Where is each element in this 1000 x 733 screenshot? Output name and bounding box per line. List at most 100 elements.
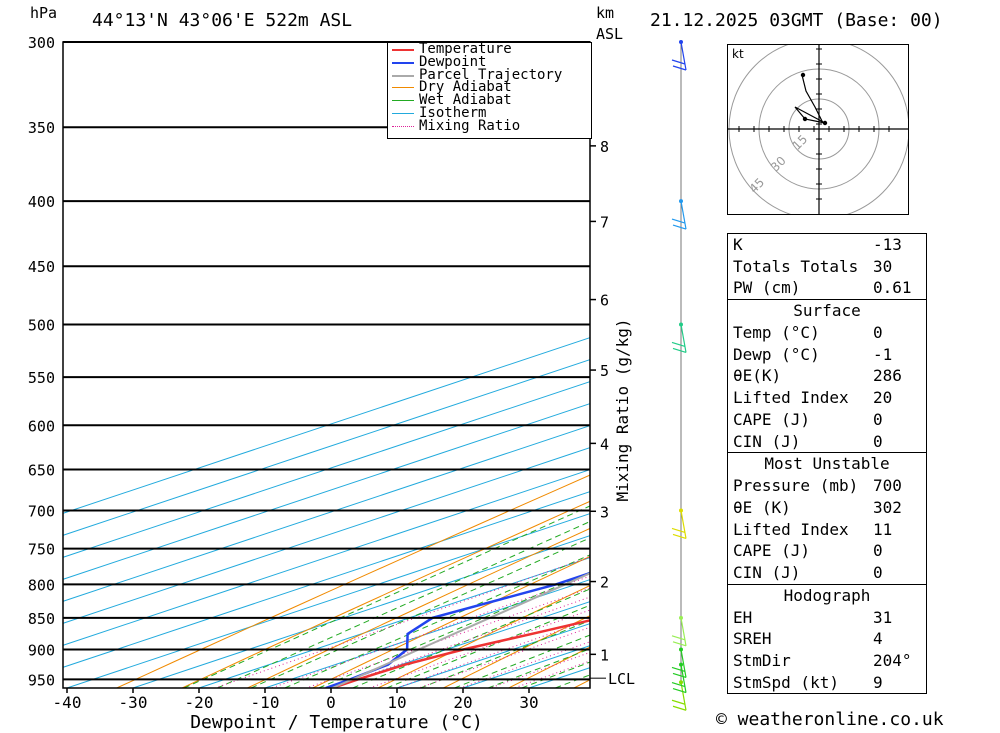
pressure-tick-label: 800	[28, 576, 55, 594]
height-tick-label: 6	[600, 292, 609, 310]
isotherm-line	[264, 579, 590, 688]
wet-adiabat-line	[183, 505, 590, 688]
index-value: 9	[873, 672, 883, 692]
height-tick-label: 1	[600, 646, 609, 664]
isotherm-line	[63, 425, 590, 602]
index-row: SREH 4	[728, 628, 926, 650]
station-location: 44°13'N 43°06'E 522m ASL	[92, 10, 353, 31]
hodograph-header: Hodograph	[728, 583, 926, 607]
index-row: Lifted Index 20	[728, 387, 926, 409]
lcl-label: LCL	[608, 670, 635, 688]
index-value: 20	[873, 388, 893, 408]
chart-legend: Temperature Dewpoint Parcel Trajectory D…	[387, 42, 592, 139]
hodograph-unit: kt	[732, 47, 744, 61]
index-value: 204°	[873, 651, 912, 670]
index-key: θE (K)	[733, 497, 791, 517]
plot-area	[63, 337, 590, 688]
height-tick-label: 4	[600, 435, 609, 453]
pressure-tick-label: 400	[28, 193, 55, 211]
isotherm-line	[63, 337, 590, 514]
index-value: 700	[873, 476, 902, 496]
isotherm-line	[63, 447, 590, 624]
forecast-datetime: 21.12.2025 03GMT (Base: 00)	[650, 10, 943, 31]
height-unit-label-asl: ASL	[596, 25, 624, 43]
index-key: SREH	[733, 629, 772, 649]
index-row: StmSpd (kt) 9	[728, 672, 926, 694]
index-key: Lifted Index	[733, 519, 849, 539]
most-unstable-header: Most Unstable	[728, 452, 926, 475]
pressure-tick-label: 900	[28, 641, 55, 659]
index-row-pw: PW (cm) 0.61	[733, 278, 912, 298]
index-key: Lifted Index	[733, 388, 849, 408]
index-row: CAPE (J) 0	[728, 540, 926, 562]
index-value: 0	[873, 562, 883, 582]
index-value: 4	[873, 629, 883, 649]
height-unit-label: km	[596, 4, 615, 22]
indices-table-top: K -13 Totals Totals 30 PW (cm) 0.61 Surface…	[727, 233, 927, 695]
x-axis-label: Dewpoint / Temperature (°C)	[190, 712, 483, 733]
pressure-tick-label: 450	[28, 258, 55, 276]
wind-barb	[671, 40, 687, 71]
index-row: θE(K) 286	[728, 365, 926, 387]
wind-barb-column	[671, 40, 687, 711]
hodograph-ring-label: 15	[790, 132, 811, 153]
temperature-profile	[331, 619, 590, 688]
hodograph-storm-motion	[794, 106, 826, 124]
index-row: θE (K) 302	[728, 497, 926, 519]
wind-barb	[671, 680, 687, 711]
index-value: 302	[873, 497, 902, 517]
wind-barb	[671, 615, 687, 647]
index-value: 11	[873, 519, 893, 539]
pressure-tick-label: 950	[28, 671, 55, 689]
index-row: CIN (J) 0	[728, 562, 926, 584]
pressure-tick-label: 700	[28, 502, 55, 520]
height-tick-label: 7	[600, 213, 609, 231]
dry-adiabat-line	[247, 527, 590, 688]
index-key: Temp (°C)	[733, 323, 820, 343]
index-key: Pressure (mb)	[733, 476, 859, 496]
legend-isotherm: Isotherm	[388, 106, 591, 120]
hodograph-point	[822, 120, 828, 126]
x-tick-label: 0	[326, 693, 336, 712]
hodograph-point	[800, 72, 806, 78]
wind-barb	[671, 199, 687, 230]
dry-adiabat-line	[181, 500, 590, 688]
index-row: Lifted Index 11	[728, 519, 926, 541]
index-row: Dewp (°C) -1	[728, 344, 926, 366]
x-tick-label: 20	[453, 693, 472, 712]
legend-wet-adiabat: Wet Adiabat	[388, 93, 591, 107]
index-key: θE(K)	[733, 366, 782, 386]
legend-parcel: Parcel Trajectory	[388, 68, 591, 81]
isotherm-line	[63, 381, 590, 558]
pressure-unit-label: hPa	[30, 4, 58, 22]
height-tick-label: 3	[600, 503, 609, 521]
wet-adiabat-line	[318, 571, 590, 688]
index-key: StmDir	[733, 651, 791, 670]
legend-dry-adiabat: Dry Adiabat	[388, 81, 591, 94]
dry-adiabat-line	[377, 584, 590, 688]
index-row-totals: Totals Totals 30	[733, 256, 893, 276]
dewpoint-profile	[325, 571, 590, 688]
wet-adiabat-line	[217, 520, 590, 688]
pressure-tick-label: 750	[28, 541, 55, 559]
index-value: 286	[873, 366, 902, 386]
index-value: 31	[873, 607, 893, 627]
wind-barb	[671, 647, 687, 679]
index-row: CAPE (J) 0	[728, 409, 926, 431]
isotherm-line	[63, 403, 590, 580]
index-key: CAPE (J)	[733, 541, 811, 561]
isotherm-line	[132, 535, 590, 688]
index-value: -1	[873, 344, 893, 364]
isotherm-line	[63, 469, 590, 646]
height-tick-label: 2	[600, 574, 609, 592]
index-key: StmSpd (kt)	[733, 672, 839, 692]
index-key: CAPE (J)	[733, 409, 811, 429]
isotherm-line	[198, 557, 590, 688]
index-row: CIN (J) 0	[728, 431, 926, 453]
index-row: StmDir 204°	[728, 650, 926, 672]
surface-header: Surface	[728, 299, 926, 322]
hodograph-ring-label: 30	[768, 154, 789, 175]
hodograph-panel: kt 15 30 45	[727, 38, 910, 220]
pressure-tick-label: 300	[28, 34, 55, 52]
pressure-tick-label: 500	[28, 316, 55, 334]
